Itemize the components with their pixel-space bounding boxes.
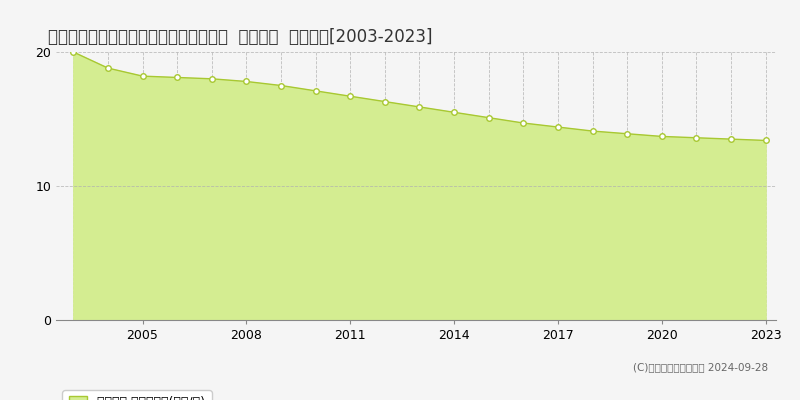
Text: 新潟県上越市北城町１丁目４８番３６外  基準地価  地価推移[2003-2023]: 新潟県上越市北城町１丁目４８番３６外 基準地価 地価推移[2003-2023]	[48, 28, 433, 46]
Text: (C)土地価格ドットコム 2024-09-28: (C)土地価格ドットコム 2024-09-28	[633, 362, 768, 372]
Legend: 基準地価 平均坂単価(万円/坂): 基準地価 平均坂単価(万円/坂)	[62, 390, 211, 400]
